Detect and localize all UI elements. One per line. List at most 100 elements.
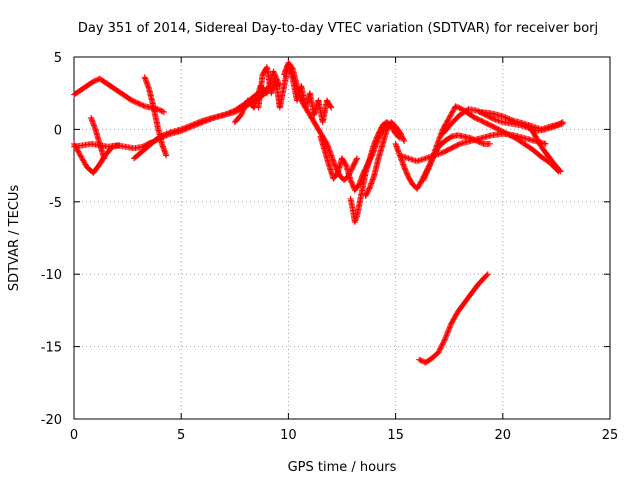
point-marker — [371, 139, 378, 146]
point-marker — [446, 324, 453, 331]
point-marker — [531, 132, 538, 139]
point-marker — [158, 107, 165, 114]
point-marker — [183, 125, 190, 132]
point-marker — [447, 321, 454, 328]
point-marker — [449, 109, 456, 116]
point-marker — [78, 153, 85, 160]
point-marker — [557, 120, 564, 127]
y-tick-label: 0 — [54, 123, 62, 138]
point-marker — [116, 142, 123, 149]
point-marker — [354, 155, 361, 162]
point-marker — [161, 109, 168, 116]
point-marker — [207, 115, 214, 122]
point-marker — [155, 135, 162, 142]
point-marker — [128, 97, 135, 104]
point-marker — [499, 113, 506, 120]
point-marker — [188, 123, 195, 130]
y-tick-label: 5 — [54, 51, 62, 66]
point-marker — [71, 140, 77, 147]
point-marker — [239, 109, 246, 116]
point-marker — [438, 344, 445, 351]
point-marker — [447, 112, 454, 119]
x-axis-label: GPS time / hours — [288, 460, 397, 475]
point-marker — [205, 116, 211, 123]
point-marker — [444, 331, 451, 338]
point-marker — [558, 119, 565, 126]
point-marker — [451, 313, 458, 320]
point-marker — [158, 134, 165, 141]
point-marker — [238, 111, 245, 118]
point-marker — [182, 126, 189, 133]
point-marker — [444, 118, 451, 125]
point-marker — [421, 175, 428, 182]
point-marker — [157, 107, 164, 114]
point-marker — [373, 135, 380, 142]
point-marker — [453, 103, 460, 110]
point-marker — [404, 171, 411, 178]
point-marker — [422, 173, 429, 180]
point-marker — [444, 117, 451, 124]
point-marker — [502, 114, 509, 121]
point-marker — [81, 160, 88, 167]
point-marker — [200, 118, 207, 125]
point-marker — [241, 105, 248, 112]
y-tick-label: -5 — [49, 196, 62, 211]
series-arc-2 — [141, 74, 170, 159]
point-marker — [501, 113, 508, 120]
point-marker — [553, 122, 560, 129]
point-marker — [80, 157, 87, 164]
point-marker — [426, 163, 433, 170]
point-marker — [555, 120, 562, 127]
point-marker — [534, 136, 541, 143]
point-marker — [351, 219, 358, 226]
point-marker — [178, 127, 185, 134]
point-marker — [420, 177, 427, 184]
point-marker — [557, 168, 564, 175]
point-marker — [348, 179, 355, 186]
series-arc-12 — [347, 119, 403, 226]
point-marker — [425, 166, 432, 173]
point-marker — [72, 143, 79, 150]
point-marker — [403, 169, 410, 176]
point-marker — [401, 165, 408, 172]
point-marker — [190, 122, 197, 129]
point-marker — [179, 127, 186, 134]
point-marker — [159, 134, 166, 141]
x-tick-label: 5 — [177, 428, 185, 443]
point-marker — [192, 121, 199, 128]
point-marker — [402, 167, 409, 174]
point-marker — [451, 315, 458, 322]
point-marker — [471, 114, 478, 121]
y-axis: 5 0 -5 -10 -15 -20 — [41, 51, 610, 428]
point-marker — [443, 332, 450, 339]
point-marker — [372, 137, 379, 144]
point-marker — [436, 346, 443, 353]
point-marker — [474, 115, 481, 122]
point-marker — [342, 161, 349, 168]
point-marker — [76, 149, 83, 156]
point-marker — [402, 166, 409, 173]
point-marker — [140, 102, 147, 109]
point-marker — [403, 170, 410, 177]
point-marker — [242, 102, 249, 109]
point-marker — [444, 329, 451, 336]
point-marker — [422, 171, 429, 178]
series-arc-14 — [392, 132, 493, 192]
point-marker — [348, 178, 355, 185]
point-marker — [271, 71, 278, 78]
point-marker — [421, 174, 428, 181]
point-marker — [270, 68, 277, 75]
point-marker — [90, 78, 97, 85]
point-marker — [423, 170, 430, 177]
x-tick-label: 20 — [495, 428, 512, 443]
point-marker — [542, 140, 549, 147]
point-marker — [424, 167, 431, 174]
point-marker — [455, 104, 462, 111]
point-marker — [374, 132, 381, 139]
point-marker — [554, 121, 561, 128]
point-marker — [556, 167, 563, 174]
point-marker — [441, 336, 448, 343]
point-marker — [238, 110, 245, 117]
point-marker — [135, 100, 142, 107]
point-marker — [91, 78, 98, 85]
